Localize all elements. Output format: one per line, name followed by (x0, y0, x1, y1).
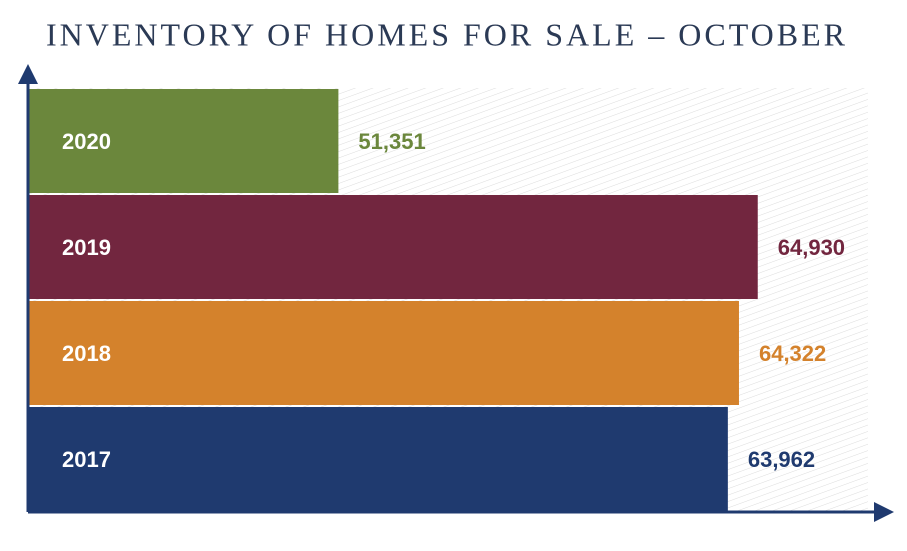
category-label: 2019 (62, 235, 111, 260)
category-label: 2020 (62, 129, 111, 154)
category-label: 2017 (62, 447, 111, 472)
bar (28, 195, 758, 299)
value-label: 64,322 (759, 341, 826, 366)
bars: 2020 51,351 2019 64,930 2018 64,322 2017 63,962 (28, 89, 845, 511)
bar (28, 407, 728, 511)
value-label: 63,962 (748, 447, 815, 472)
bar (28, 301, 739, 405)
value-label: 51,351 (358, 129, 425, 154)
bar (28, 89, 339, 193)
y-axis-arrow (18, 64, 38, 84)
chart-title: INVENTORY OF HOMES FOR SALE – OCTOBER (46, 16, 848, 52)
category-label: 2018 (62, 341, 111, 366)
value-label: 64,930 (778, 235, 845, 260)
x-axis-arrow (874, 502, 894, 522)
